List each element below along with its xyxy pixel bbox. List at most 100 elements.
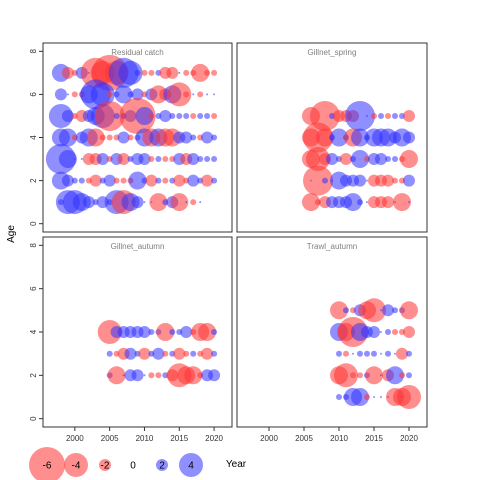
x-tick-label: 2020 [205, 434, 223, 443]
bubble [371, 113, 377, 119]
bubble [190, 199, 197, 206]
legend-item: 0 [130, 461, 136, 472]
bubble [302, 193, 320, 212]
bubble [162, 156, 169, 162]
bubble [399, 372, 405, 379]
x-tick-label: 2005 [295, 434, 313, 443]
bubble [380, 374, 382, 377]
bubble [187, 153, 200, 165]
bubble [71, 177, 78, 184]
bubble [334, 363, 358, 388]
x-tick-label: 2000 [260, 434, 278, 443]
x-tick-label: 2020 [400, 434, 418, 443]
bubble [131, 369, 144, 382]
bubble [392, 307, 398, 314]
legend-label: -2 [101, 461, 110, 472]
bubble [330, 301, 348, 320]
bubble [204, 69, 211, 76]
bubble [380, 309, 382, 312]
bubble [117, 131, 130, 144]
x-tick-label: 2005 [101, 434, 119, 443]
bubble [343, 307, 349, 314]
bubble [366, 115, 368, 117]
bubble [82, 196, 95, 209]
legend-bubble [29, 447, 65, 480]
bubble [183, 113, 190, 119]
bubble [211, 329, 218, 335]
panel-3: Gillnet_autumn [42, 236, 233, 428]
y-axis-label: Age [6, 225, 17, 243]
bubble [386, 366, 404, 385]
bubble [58, 128, 77, 147]
bubble [152, 347, 165, 360]
legend-item: -4 [64, 453, 88, 477]
bubble [138, 326, 151, 338]
bubble [197, 113, 204, 119]
axes-layer: 0 2 4 6 8 0 2 4 6 8 2000 2005 2010 2015 2020 2000 2005 20… [29, 49, 418, 443]
bubble [131, 88, 144, 101]
bubble [80, 158, 83, 160]
bubble [135, 107, 154, 125]
bubble [71, 91, 78, 98]
bubble [61, 174, 74, 187]
bubble [149, 193, 168, 212]
x-tick-label: 2015 [365, 434, 383, 443]
panel-title: Trawl_autumn [307, 242, 357, 251]
bubble [134, 69, 141, 76]
bubble [169, 113, 176, 119]
panel-title: Gillnet_spring [308, 48, 357, 57]
bubble [406, 350, 412, 357]
bubble [190, 113, 197, 119]
bubble [385, 350, 391, 357]
bubble [357, 372, 363, 379]
bubble [118, 60, 143, 85]
bubble [351, 388, 369, 406]
bubble [99, 134, 106, 141]
bubble [197, 91, 204, 98]
bubble [192, 93, 195, 96]
bubble [183, 350, 190, 357]
bubble [169, 329, 176, 335]
bubble [190, 134, 197, 141]
bubble [148, 372, 155, 379]
x-tick-label: 2000 [66, 434, 84, 443]
bubble [180, 326, 193, 338]
legend: -6 -4 -2 0 2 4 [29, 447, 203, 480]
y-tick-label: 0 [29, 416, 38, 421]
bubble [54, 88, 67, 101]
y-tick-label: 4 [29, 135, 38, 140]
bubble [138, 153, 151, 165]
bubble [364, 394, 370, 400]
bubble [351, 128, 369, 147]
bubble [373, 396, 375, 398]
bubble [48, 104, 73, 128]
bubble [190, 350, 197, 357]
bubble [366, 201, 368, 204]
bubble [213, 93, 216, 96]
bubble [106, 134, 113, 141]
bubble [303, 165, 333, 196]
bubble [211, 134, 218, 141]
legend-item: 4 [179, 453, 203, 477]
legend-label: 2 [159, 461, 165, 472]
panel-4: Trawl_autumn [236, 236, 428, 428]
bubble [138, 347, 151, 360]
bubble [148, 156, 155, 162]
legend-bubble [64, 453, 88, 477]
bubble [120, 177, 127, 184]
y-tick-label: 8 [29, 243, 38, 248]
bubble [131, 196, 144, 209]
panel-title: Residual catch [111, 48, 163, 57]
bubble [403, 110, 415, 122]
y-tick-label: 0 [29, 221, 38, 226]
bubble [204, 113, 211, 119]
x-axis-label: Year [226, 459, 247, 470]
bubble [180, 131, 193, 144]
bubble [167, 82, 192, 107]
x-tick-label: 2010 [136, 434, 154, 443]
bubble [155, 372, 162, 379]
bubble [403, 131, 415, 144]
bubble [117, 153, 130, 165]
y-tick-label: 6 [29, 286, 38, 291]
